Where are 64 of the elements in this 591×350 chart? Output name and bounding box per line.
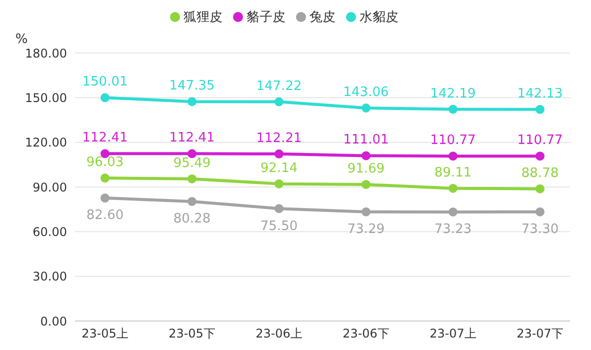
data-label: 96.03 (86, 155, 124, 170)
legend-label: 水貂皮 (360, 10, 398, 25)
point (536, 104, 544, 114)
data-label: 147.35 (169, 78, 215, 94)
data-label: 91.69 (347, 161, 385, 176)
point (362, 151, 370, 160)
x-tick-label: 23-05下 (168, 326, 216, 341)
data-label: 147.22 (256, 78, 302, 94)
y-tick-label: 60.00 (32, 224, 67, 239)
point (274, 204, 284, 214)
x-tick-label: 23-06上 (256, 326, 302, 341)
y-tick-label: 30.00 (32, 270, 67, 284)
data-label: 110.77 (430, 133, 476, 148)
point (536, 184, 544, 194)
y-tick-label: 90.00 (32, 180, 67, 194)
data-label: 89.11 (434, 165, 472, 180)
data-label: 82.60 (86, 208, 124, 224)
point (188, 196, 196, 206)
point (536, 207, 544, 216)
point (100, 93, 110, 102)
data-label: 73.23 (434, 222, 472, 238)
data-label: 112.41 (82, 130, 128, 146)
data-label: 110.77 (517, 133, 563, 148)
point (448, 184, 458, 193)
y-tick-label: 0.00 (40, 314, 67, 328)
y-tick-label: 150.00 (25, 90, 67, 105)
data-label: 80.28 (173, 212, 211, 227)
legend-label: 貉子皮 (246, 10, 286, 25)
x-tick-label: 23-05上 (82, 326, 128, 341)
x-tick-label: 23-07下 (516, 326, 564, 341)
data-label: 150.01 (82, 74, 128, 90)
point (362, 207, 370, 216)
data-label: 142.19 (430, 86, 476, 102)
point (274, 97, 284, 106)
point (100, 194, 110, 203)
data-label: 92.14 (260, 160, 298, 176)
y-tick-label: 180.00 (25, 46, 67, 60)
point (362, 104, 370, 112)
data-label: 75.50 (260, 218, 298, 234)
point (100, 174, 110, 183)
data-label: 73.30 (521, 222, 559, 238)
x-tick-label: 23-07上 (430, 326, 476, 341)
data-label: 88.78 (521, 166, 559, 181)
data-label: 112.21 (256, 130, 302, 146)
point (448, 104, 458, 114)
point (274, 179, 284, 188)
point (448, 207, 458, 216)
data-label: 95.49 (173, 156, 211, 171)
data-label: 112.41 (169, 130, 215, 146)
point (188, 174, 196, 184)
data-label: 111.01 (343, 132, 389, 148)
legend-label: 狐狸皮 (184, 10, 222, 25)
point (536, 152, 544, 161)
x-tick-label: 23-06下 (342, 326, 390, 341)
y-axis-title: % (15, 32, 28, 47)
data-label: 143.06 (343, 85, 389, 100)
point (188, 97, 196, 106)
point (448, 152, 458, 161)
point (362, 180, 370, 189)
data-label: 142.13 (517, 86, 563, 102)
data-label: 73.29 (347, 222, 385, 238)
y-tick-label: 120.00 (25, 136, 67, 150)
point (274, 149, 284, 158)
legend-label: 兔皮 (310, 10, 336, 25)
